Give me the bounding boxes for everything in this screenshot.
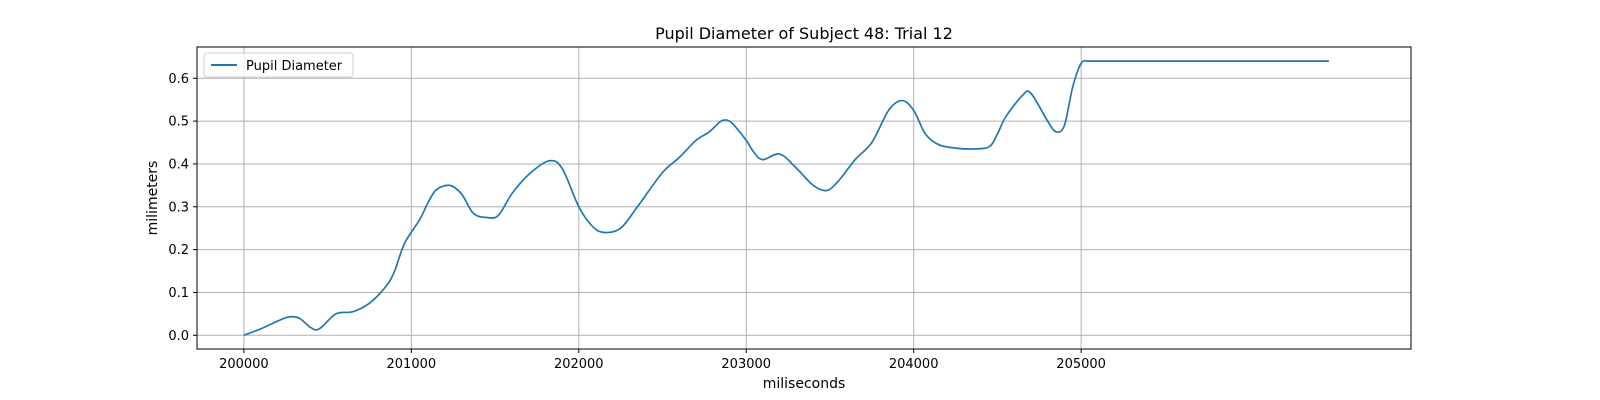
series-layer: [243, 59, 1329, 337]
y-tick-label: 0.5: [168, 115, 189, 130]
y-tick-label: 0.1: [168, 286, 189, 301]
x-tick-label: 205000: [1056, 357, 1106, 372]
y-tick-label: 0.3: [168, 200, 189, 215]
x-tick-label: 201000: [387, 357, 437, 372]
x-axis-label: miliseconds: [763, 376, 846, 392]
plot-frame: [196, 46, 1412, 350]
y-tick-label: 0.0: [168, 329, 189, 344]
y-tick-label: 0.4: [168, 157, 189, 172]
y-tick-label: 0.2: [168, 243, 189, 258]
grid-lines: [197, 47, 1411, 349]
y-tick-label: 0.6: [168, 72, 189, 87]
x-tick-label: 204000: [889, 357, 939, 372]
legend: Pupil Diameter: [203, 52, 354, 78]
x-tick-label: 200000: [219, 357, 269, 372]
series-line-pupil-diameter: [243, 59, 1329, 337]
axis-ticks: 200000 201000 202000 203000 204000 205000 0.0 0…: [168, 72, 1106, 372]
chart-title: Pupil Diameter of Subject 48: Trial 12: [655, 24, 953, 43]
legend-label: Pupil Diameter: [246, 59, 343, 74]
y-axis-label: milimeters: [145, 161, 161, 236]
x-tick-label: 202000: [554, 357, 604, 372]
x-tick-label: 203000: [721, 357, 771, 372]
legend-box: [203, 52, 354, 78]
